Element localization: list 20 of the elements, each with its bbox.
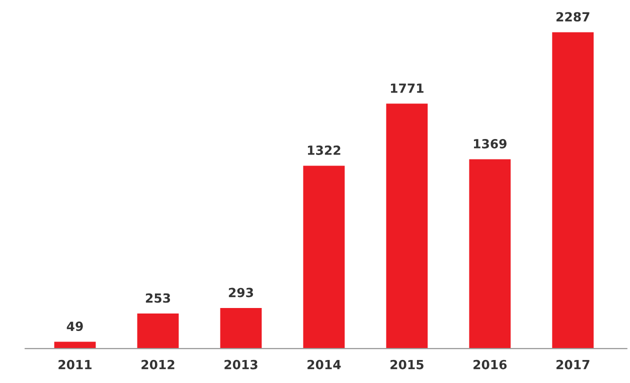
bar [220,308,262,349]
x-tick-label: 2017 [556,360,590,370]
data-label: 253 [146,293,170,303]
bar [469,159,511,349]
bar [552,32,594,349]
x-tick-label: 2014 [308,360,341,370]
x-tick-label: 2016 [474,360,507,370]
data-label: 1322 [308,146,340,155]
bar [137,314,179,349]
bar [303,166,345,349]
x-tick-label: 2015 [390,360,424,370]
data-label: 1771 [390,84,424,93]
x-tick-label: 2012 [142,360,174,370]
data-label: 49 [66,322,83,331]
data-label: 293 [228,288,254,298]
data-label: 2287 [556,12,590,22]
x-tick-label: 2013 [224,360,258,370]
bar [386,104,428,349]
data-label: 1369 [474,139,507,148]
x-tick-label: 2011 [58,360,92,370]
